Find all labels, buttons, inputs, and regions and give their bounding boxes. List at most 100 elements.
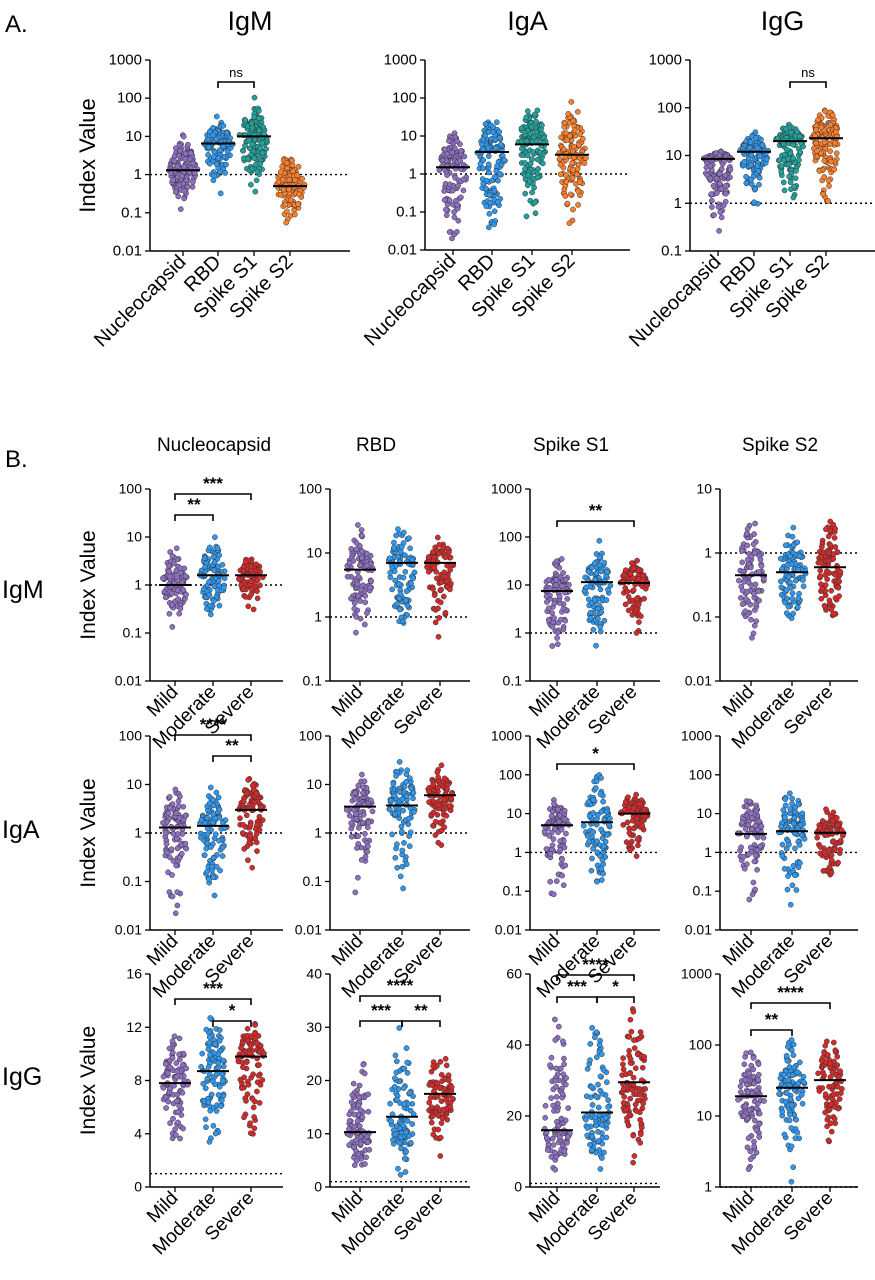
data-point: [748, 176, 754, 183]
data-point: [778, 823, 784, 830]
data-point: [756, 569, 762, 575]
data-point: [630, 1132, 637, 1139]
data-point: [544, 599, 550, 605]
significance-label: **: [187, 495, 201, 514]
data-point: [358, 527, 365, 533]
data-point: [584, 1125, 591, 1131]
data-point: [543, 1135, 550, 1141]
data-point: [593, 778, 600, 785]
significance-label: *: [229, 1001, 236, 1020]
data-point: [559, 856, 565, 863]
data-point: [558, 583, 565, 589]
data-point: [555, 806, 561, 813]
data-point: [404, 767, 411, 774]
data-point: [754, 866, 760, 873]
data-point: [606, 822, 612, 828]
data-point: [299, 175, 306, 182]
data-point: [547, 878, 554, 885]
data-point: [365, 843, 371, 850]
data-point: [428, 1068, 435, 1075]
data-point: [571, 127, 578, 134]
data-point: [446, 803, 453, 809]
data-point: [550, 836, 557, 842]
data-point: [549, 610, 555, 616]
data-point: [395, 526, 401, 532]
data-point: [554, 635, 560, 641]
data-point: [483, 177, 490, 184]
significance-bracket: [789, 81, 827, 88]
data-point: [709, 204, 715, 210]
y-tick-label: 0.01: [113, 243, 142, 260]
data-point: [170, 858, 177, 864]
data-point: [818, 595, 825, 602]
data-point: [594, 838, 600, 845]
data-point: [215, 794, 222, 801]
data-point: [215, 155, 222, 161]
data-point: [403, 778, 410, 785]
data-point: [800, 583, 807, 590]
data-point: [406, 535, 412, 542]
data-point: [598, 826, 605, 833]
data-point: [216, 806, 223, 813]
data-point: [430, 1131, 437, 1138]
data-point: [402, 1169, 409, 1175]
data-point: [837, 846, 843, 853]
data-point: [283, 219, 290, 226]
data-point: [825, 177, 832, 184]
data-point: [782, 814, 788, 821]
data-point: [559, 1090, 566, 1097]
data-point: [389, 831, 395, 838]
data-point: [206, 128, 213, 135]
data-point: [592, 785, 599, 791]
data-point: [722, 172, 729, 179]
data-point: [793, 887, 800, 893]
data-point: [354, 581, 361, 588]
data-point: [254, 848, 260, 854]
data-point: [190, 179, 196, 185]
data-point: [160, 575, 166, 582]
data-point: [826, 864, 833, 870]
data-point: [254, 169, 261, 175]
y-tick-label: 1: [409, 166, 417, 183]
data-point: [243, 1059, 250, 1066]
y-tick-label: 100: [499, 766, 523, 782]
data-point: [791, 872, 798, 879]
data-point: [563, 830, 569, 837]
data-point: [535, 166, 541, 172]
data-point: [575, 161, 582, 168]
data-point: [222, 170, 228, 176]
data-point: [627, 847, 633, 854]
data-point: [174, 163, 181, 170]
data-point: [559, 872, 565, 879]
data-point: [539, 160, 546, 167]
data-point: [177, 605, 184, 612]
data-point: [789, 596, 796, 602]
data-point: [829, 112, 836, 119]
data-point: [401, 1101, 408, 1107]
data-point: [358, 857, 365, 863]
data-point: [598, 1051, 605, 1058]
data-point: [584, 1066, 591, 1072]
data-point: [165, 810, 172, 817]
data-point: [556, 818, 562, 825]
data-point: [220, 1057, 227, 1064]
y-tick-label: 20: [306, 1072, 322, 1088]
data-point: [215, 1092, 222, 1098]
data-point: [549, 623, 556, 630]
data-point: [437, 1153, 444, 1159]
data-point: [519, 146, 525, 152]
data-point: [490, 124, 497, 130]
data-point: [430, 549, 436, 556]
y-tick-label: 100: [392, 90, 417, 107]
data-point: [433, 575, 440, 582]
data-point: [280, 186, 287, 193]
data-point: [277, 169, 284, 175]
significance-bracket: [556, 763, 635, 770]
data-point: [360, 1061, 367, 1068]
y-tick-label: 10: [125, 128, 142, 145]
data-point: [799, 810, 806, 817]
data-point: [206, 544, 213, 551]
data-point: [346, 1142, 353, 1148]
col-title-nucleocapsid: Nucleocapsid: [157, 435, 271, 456]
